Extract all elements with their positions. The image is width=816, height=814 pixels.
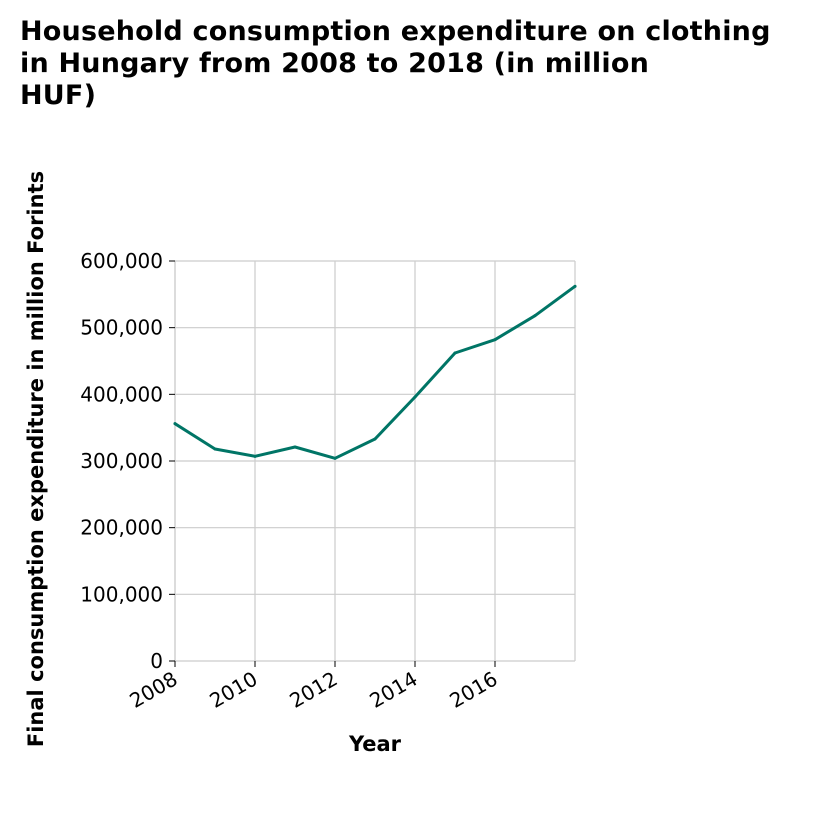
y-tick-label: 200,000 [80,516,163,540]
x-tick-label: 2012 [285,667,341,713]
x-tick-label: 2016 [445,667,501,713]
chart-title: Household consumption expenditure on clo… [20,16,810,112]
chart-title-line-1: Household consumption expenditure on clo… [20,16,771,47]
data-point [293,445,297,449]
series-line [173,284,577,460]
y-axis-label: Final consumption expenditure in million… [24,171,48,747]
data-point [493,338,497,342]
chart-title-line-2: in Hungary from 2008 to 2018 (in million [20,48,650,79]
data-point [453,351,457,355]
x-tick-label: 2008 [125,667,181,713]
y-tick-label: 0 [150,649,163,673]
data-point [213,447,217,451]
x-tick-label: 2010 [205,667,261,713]
data-point [253,454,257,458]
series-group [173,284,577,460]
y-tick-label: 400,000 [80,382,163,406]
data-point [413,395,417,399]
data-point [333,456,337,460]
y-tick-label: 600,000 [80,249,163,273]
chart-title-line-3: HUF) [20,80,97,111]
y-axis-ticks: 0 100,000 200,000 300,000 400,000 500,000 600,… [80,249,175,673]
y-tick-label: 300,000 [80,449,163,473]
data-point [533,314,537,318]
data-point [573,284,577,288]
grid-lines [174,260,576,662]
y-tick-label: 500,000 [80,316,163,340]
x-tick-label: 2014 [365,667,421,713]
x-axis-label: Year [348,732,402,756]
y-tick-label: 100,000 [80,582,163,606]
data-point [373,437,377,441]
data-point [173,422,177,426]
x-axis-ticks: 2008 2010 2012 2014 2016 [125,661,502,713]
